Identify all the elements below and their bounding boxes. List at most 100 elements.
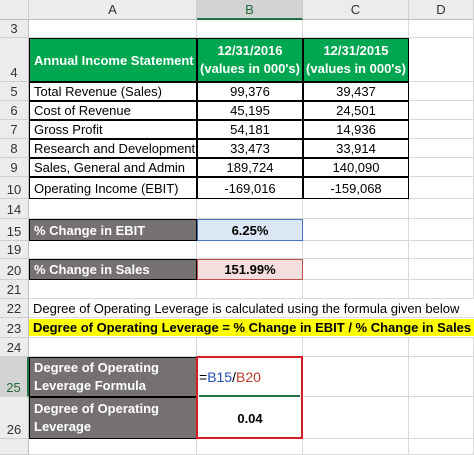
column-header-c[interactable]: C: [303, 0, 409, 20]
value-2016[interactable]: 45,195: [197, 101, 303, 120]
cell-a21[interactable]: [29, 280, 197, 299]
cell-empty[interactable]: [409, 82, 474, 101]
cell-d14[interactable]: [409, 199, 474, 219]
value-2015[interactable]: 33,914: [303, 139, 409, 158]
dol-result-value[interactable]: 0.04: [237, 410, 263, 426]
cell-d19[interactable]: [409, 241, 474, 259]
cell-c14[interactable]: [303, 199, 409, 219]
cell-d15[interactable]: [409, 219, 474, 241]
row-header-21[interactable]: 21: [0, 280, 29, 299]
sales-change-value[interactable]: 151.99%: [197, 259, 303, 280]
cell-c15[interactable]: [303, 219, 409, 241]
ebit-change-value[interactable]: 6.25%: [197, 219, 303, 241]
value-2015[interactable]: 14,936: [303, 120, 409, 139]
formula-text: Degree of Operating Leverage = % Change …: [29, 319, 474, 336]
row-label[interactable]: Cost of Revenue: [29, 101, 197, 120]
row-header-25[interactable]: 25: [0, 357, 29, 397]
table-header-2016[interactable]: 12/31/2016 (values in 000's): [197, 38, 303, 82]
value-2015[interactable]: 24,501: [303, 101, 409, 120]
row-header-5[interactable]: 5: [0, 82, 29, 101]
cell-b3[interactable]: [197, 20, 303, 38]
row-header-22[interactable]: 22: [0, 299, 29, 318]
cell-b14[interactable]: [197, 199, 303, 219]
sheet-row-26: Degree of Operating Leverage 0.04: [29, 397, 474, 439]
cell-d27[interactable]: [409, 439, 474, 455]
value-2015[interactable]: -159,068: [303, 177, 409, 199]
row-header-23[interactable]: 23: [0, 318, 29, 338]
table-row: Total Revenue (Sales) 99,376 39,437: [29, 82, 474, 101]
cell-b21[interactable]: [197, 280, 303, 299]
value-2016[interactable]: 54,181: [197, 120, 303, 139]
row-label[interactable]: Operating Income (EBIT): [29, 177, 197, 199]
table-header-2015[interactable]: 12/31/2015 (values in 000's): [303, 38, 409, 82]
formula-cell[interactable]: Degree of Operating Leverage = % Change …: [29, 318, 474, 338]
sheet-row-25: Degree of Operating Leverage Formula = B…: [29, 357, 474, 397]
cell-d26[interactable]: [409, 397, 474, 439]
cell-c3[interactable]: [303, 20, 409, 38]
table-header-label[interactable]: Annual Income Statement: [29, 38, 197, 82]
cell-d25[interactable]: [409, 357, 474, 397]
value-2016[interactable]: -169,016: [197, 177, 303, 199]
row-header-20[interactable]: 20: [0, 259, 29, 280]
cell-c26[interactable]: [303, 397, 409, 439]
cell-d20[interactable]: [409, 259, 474, 280]
cell-a3[interactable]: [29, 20, 197, 38]
value-2015[interactable]: 39,437: [303, 82, 409, 101]
value-2016[interactable]: 189,724: [197, 158, 303, 177]
row-header-8[interactable]: 8: [0, 139, 29, 158]
cell-c27[interactable]: [303, 439, 409, 455]
cell-d3[interactable]: [409, 20, 474, 38]
cell-b24[interactable]: [197, 338, 303, 357]
cell-d21[interactable]: [409, 280, 474, 299]
row-header-27[interactable]: [0, 439, 29, 455]
column-header-b[interactable]: B: [197, 0, 303, 20]
cell-a14[interactable]: [29, 199, 197, 219]
cell-a24[interactable]: [29, 338, 197, 357]
formula-note[interactable]: Degree of Operating Leverage is calculat…: [29, 299, 474, 318]
sales-change-label[interactable]: % Change in Sales: [29, 259, 197, 280]
row-header-19[interactable]: 19: [0, 241, 29, 259]
cell-empty[interactable]: [409, 177, 474, 199]
cell-d24[interactable]: [409, 338, 474, 357]
row-label[interactable]: Research and Development: [29, 139, 197, 158]
row-label[interactable]: Gross Profit: [29, 120, 197, 139]
row-header-14[interactable]: 14: [0, 199, 29, 219]
row-header-3[interactable]: 3: [0, 20, 29, 38]
dol-formula-label[interactable]: Degree of Operating Leverage Formula: [29, 357, 197, 397]
cell-b19[interactable]: [197, 241, 303, 259]
value-2015[interactable]: 140,090: [303, 158, 409, 177]
cell-c20[interactable]: [303, 259, 409, 280]
cell-b27[interactable]: [197, 439, 303, 455]
cell-a19[interactable]: [29, 241, 197, 259]
cell-empty[interactable]: [409, 120, 474, 139]
row-header-26[interactable]: 26: [0, 397, 29, 439]
cell-d4[interactable]: [409, 38, 474, 82]
cell-a27[interactable]: [29, 439, 197, 455]
cell-c19[interactable]: [303, 241, 409, 259]
ebit-change-label[interactable]: % Change in EBIT: [29, 219, 197, 241]
row-label[interactable]: Total Revenue (Sales): [29, 82, 197, 101]
column-header-d[interactable]: D: [409, 0, 474, 20]
value-2016[interactable]: 33,473: [197, 139, 303, 158]
cell-c25[interactable]: [303, 357, 409, 397]
cell-empty[interactable]: [409, 101, 474, 120]
column-header-a[interactable]: A: [29, 0, 197, 20]
row-header-24[interactable]: 24: [0, 338, 29, 357]
dol-result-label[interactable]: Degree of Operating Leverage: [29, 397, 197, 439]
row-header-4[interactable]: 4: [0, 38, 29, 82]
select-all-corner[interactable]: [0, 0, 29, 20]
cell-empty[interactable]: [409, 158, 474, 177]
row-header-7[interactable]: 7: [0, 120, 29, 139]
row-header-9[interactable]: 9: [0, 158, 29, 177]
value-2016[interactable]: 99,376: [197, 82, 303, 101]
row-header-15[interactable]: 15: [0, 219, 29, 241]
dol-formula-cell[interactable]: = B15 / B20: [197, 357, 303, 397]
header-date-2016: 12/31/2016: [217, 43, 283, 58]
row-label[interactable]: Sales, General and Admin: [29, 158, 197, 177]
row-header-6[interactable]: 6: [0, 101, 29, 120]
cell-empty[interactable]: [409, 139, 474, 158]
cell-c24[interactable]: [303, 338, 409, 357]
row-header-10[interactable]: 10: [0, 177, 29, 199]
formula-ref-b15: B15: [207, 369, 233, 385]
cell-c21[interactable]: [303, 280, 409, 299]
